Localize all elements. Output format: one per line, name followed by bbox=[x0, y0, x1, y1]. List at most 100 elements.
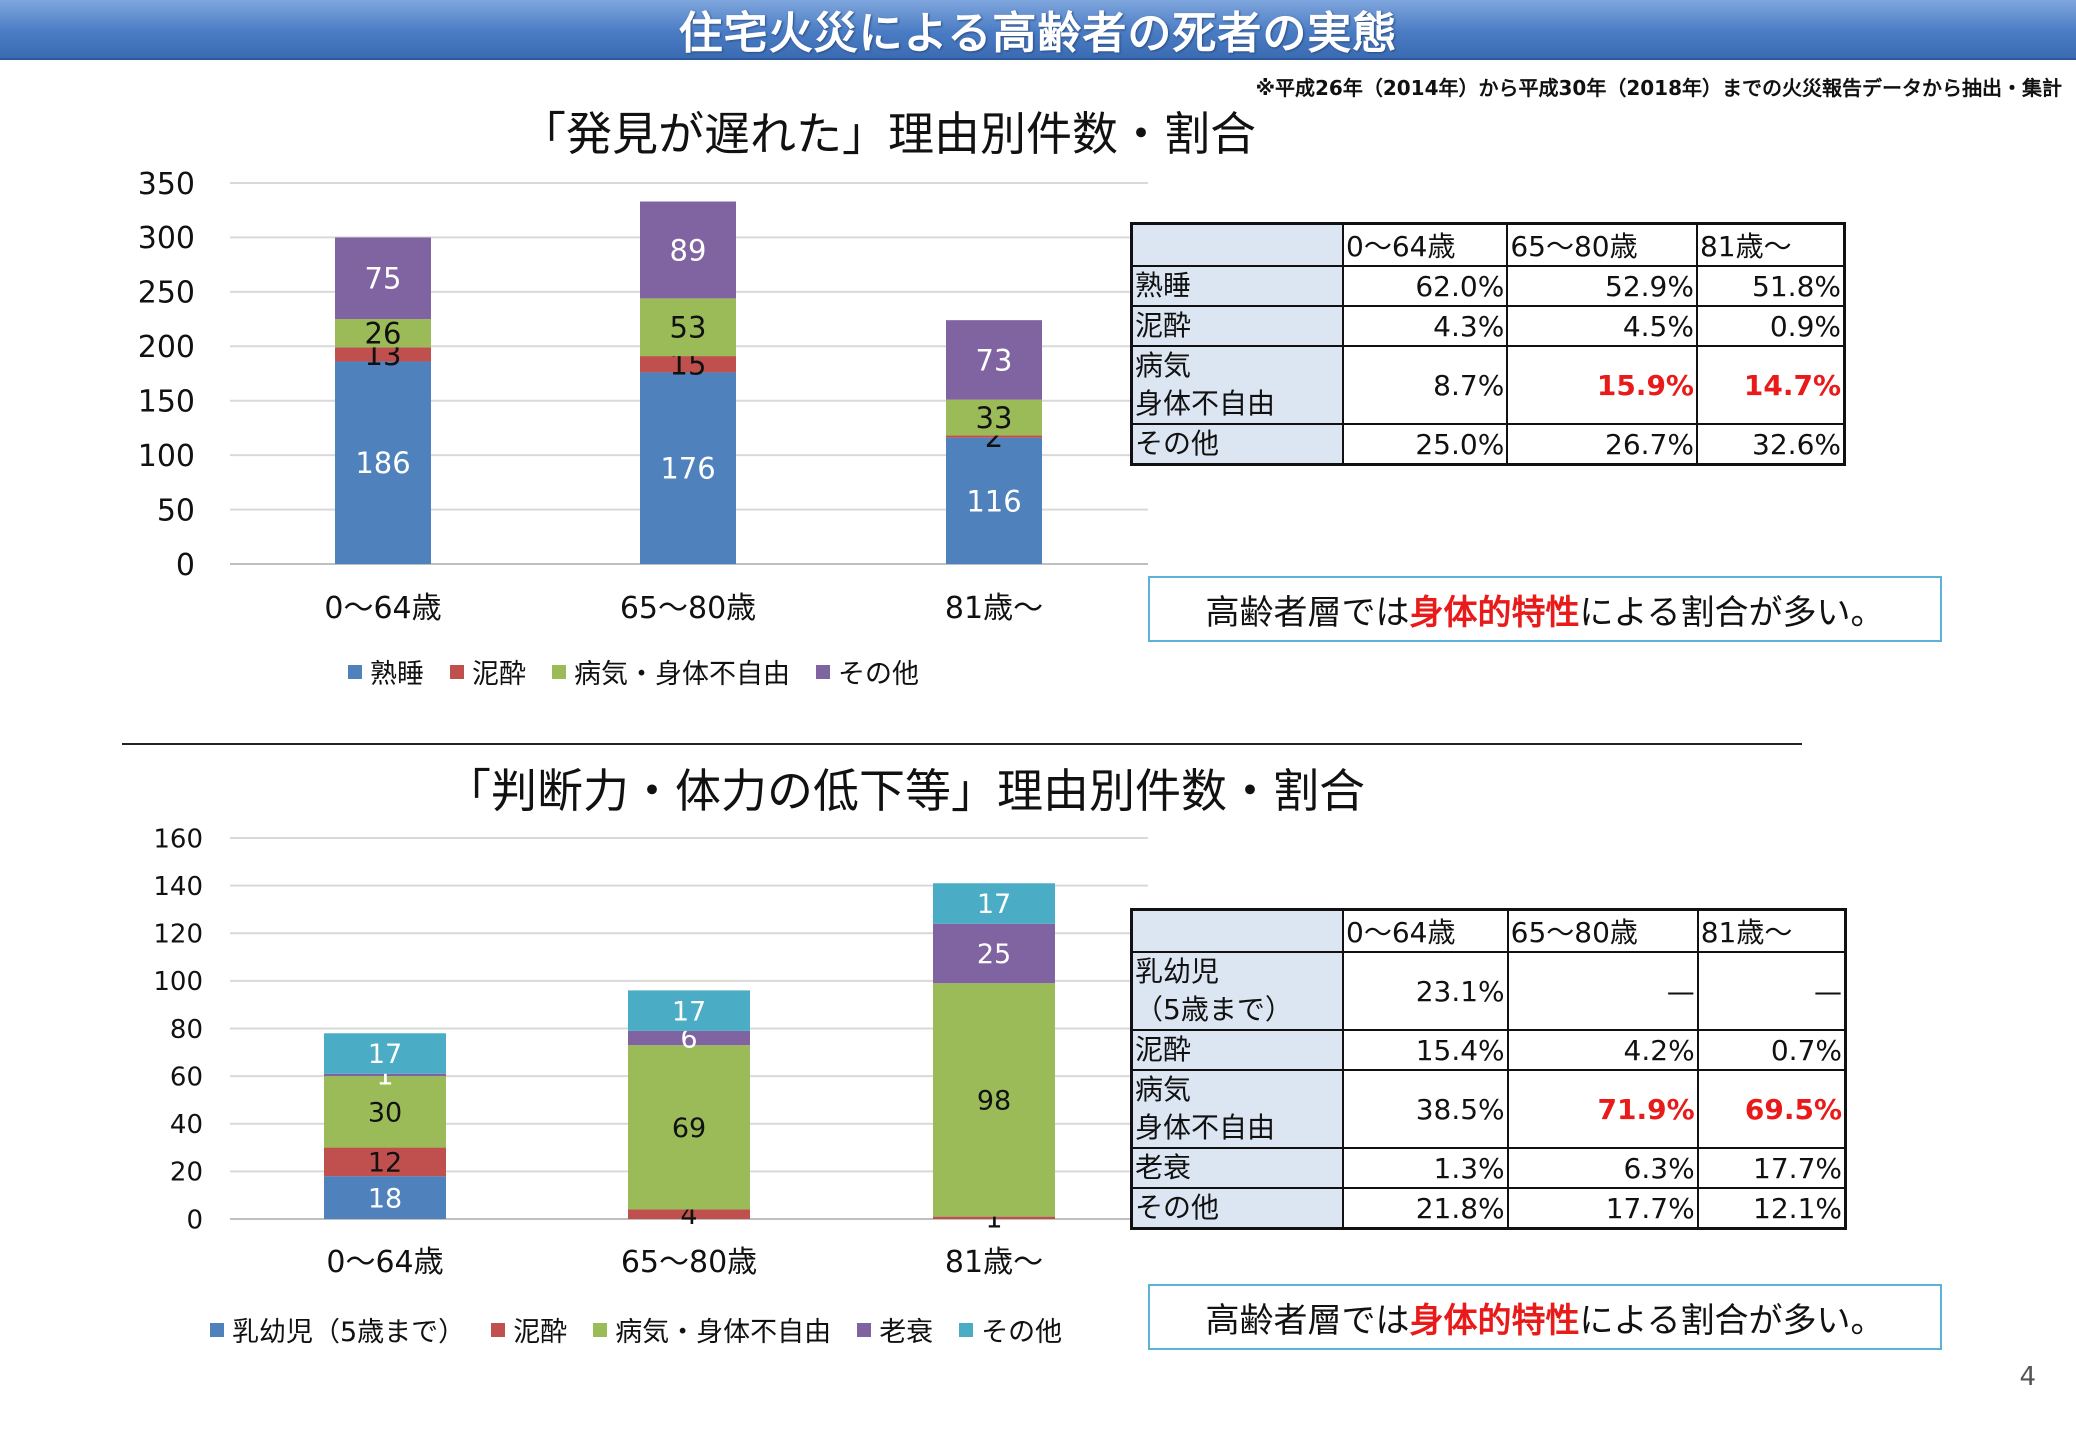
bar-segment bbox=[946, 399, 1042, 436]
legend-label: 熟睡 bbox=[370, 659, 424, 690]
bar-segment bbox=[324, 1147, 446, 1177]
bar-data-label: 12 bbox=[368, 1148, 402, 1179]
x-category-label: 0～64歳 bbox=[326, 1245, 443, 1280]
bar-segment bbox=[628, 1209, 750, 1219]
table-row: 病気 身体不自由 8.7% 15.9% 14.7% bbox=[1130, 345, 1846, 425]
table-row-label: 病気 身体不自由 bbox=[1130, 345, 1344, 425]
legend-item: 乳幼児（5歳まで） bbox=[210, 1310, 465, 1349]
bar-data-label: 33 bbox=[976, 401, 1013, 435]
callout-box-2: 高齢者層では 身体的特性 による割合が多い。 bbox=[1148, 1284, 1942, 1350]
y-tick-label: 100 bbox=[153, 967, 203, 997]
bar-data-label: 75 bbox=[365, 262, 402, 296]
table-cell: 26.7% bbox=[1506, 423, 1698, 466]
bar-data-label: 98 bbox=[977, 1086, 1011, 1117]
table-row: その他 25.0% 26.7% 32.6% bbox=[1130, 423, 1846, 466]
bar-segment bbox=[324, 1073, 446, 1077]
callout-suffix: による割合が多い。 bbox=[1579, 1300, 1885, 1341]
bar-data-label: 17 bbox=[368, 1039, 402, 1070]
legend-label: 病気・身体不自由 bbox=[615, 1317, 832, 1348]
table-cell: 12.1% bbox=[1696, 1187, 1847, 1230]
chart-1-title: 「発見が遅れた」理由別件数・割合 bbox=[520, 107, 1256, 161]
y-tick-label: 160 bbox=[153, 824, 203, 854]
table-column-header: 81歳～ bbox=[1695, 222, 1846, 267]
legend-swatch bbox=[348, 664, 362, 679]
legend-swatch bbox=[593, 1322, 608, 1337]
source-note: ※平成26年（2014年）から平成30年（2018年）までの火災報告データから抽… bbox=[1255, 76, 2062, 100]
chart-1-legend: 熟睡 泥酔 病気・身体不自由 その他 bbox=[348, 652, 919, 691]
bar-segment bbox=[946, 435, 1042, 438]
table-cell: 15.9% bbox=[1506, 345, 1698, 425]
bar-segment bbox=[933, 923, 1055, 984]
bar-segment bbox=[640, 356, 736, 373]
bar-segment bbox=[640, 372, 736, 564]
y-tick-label: 50 bbox=[157, 493, 195, 528]
bar-data-label: 30 bbox=[368, 1098, 402, 1129]
table-row-label: 病気 身体不自由 bbox=[1130, 1069, 1344, 1149]
bar-segment bbox=[628, 990, 750, 1031]
table-cell: — bbox=[1506, 951, 1699, 1031]
table-header-row: 0～64歳 65～80歳 81歳～ bbox=[1130, 222, 1846, 267]
table-cell: 25.0% bbox=[1341, 423, 1509, 466]
y-tick-label: 60 bbox=[170, 1062, 203, 1092]
table-cell: 0.9% bbox=[1695, 305, 1846, 347]
table-row: 泥酔 15.4% 4.2% 0.7% bbox=[1130, 1029, 1847, 1071]
table-cell: 4.5% bbox=[1506, 305, 1698, 347]
legend-swatch bbox=[491, 1322, 506, 1337]
table-cell: 15.4% bbox=[1342, 1029, 1509, 1071]
callout-highlight: 身体的特性 bbox=[1409, 1300, 1580, 1341]
bar-segment bbox=[933, 1216, 1055, 1219]
bar-data-label: 6 bbox=[680, 1024, 697, 1055]
callout-box-1: 高齢者層では 身体的特性 による割合が多い。 bbox=[1148, 576, 1942, 642]
table-column-header: 0～64歳 bbox=[1341, 222, 1509, 267]
table-cell: 71.9% bbox=[1506, 1069, 1699, 1149]
ratio-table-1: 0～64歳 65～80歳 81歳～ 熟睡 62.0% 52.9% 51.8% 泥酔 4.3% 4.… bbox=[1130, 222, 1846, 466]
bar-segment bbox=[933, 983, 1055, 1217]
bar-segment bbox=[946, 320, 1042, 400]
callout-suffix: による割合が多い。 bbox=[1579, 592, 1885, 633]
table-cell: 4.2% bbox=[1506, 1029, 1699, 1071]
x-category-label: 65～80歳 bbox=[621, 1245, 757, 1280]
x-category-label: 81歳～ bbox=[945, 591, 1043, 626]
bar-segment bbox=[335, 319, 431, 348]
legend-swatch bbox=[959, 1322, 974, 1337]
bar-segment bbox=[628, 1045, 750, 1210]
legend-item: その他 bbox=[816, 652, 919, 691]
legend-swatch bbox=[816, 664, 830, 679]
y-tick-label: 20 bbox=[170, 1158, 203, 1188]
bar-data-label: 176 bbox=[660, 452, 715, 486]
legend-item: 病気・身体不自由 bbox=[552, 652, 790, 691]
bar-segment bbox=[324, 1176, 446, 1219]
table-row-label: 泥酔 bbox=[1130, 1029, 1344, 1071]
y-tick-label: 120 bbox=[153, 920, 203, 950]
y-tick-label: 150 bbox=[138, 385, 195, 420]
y-tick-label: 0 bbox=[176, 548, 195, 583]
legend-swatch bbox=[450, 664, 464, 679]
table-cell: 8.7% bbox=[1341, 345, 1509, 425]
table-cell: 17.7% bbox=[1696, 1147, 1847, 1189]
legend-item: 病気・身体不自由 bbox=[593, 1310, 831, 1349]
bar-segment bbox=[640, 201, 736, 299]
legend-label: 乳幼児（5歳まで） bbox=[232, 1317, 466, 1348]
legend-label: 泥酔 bbox=[472, 659, 526, 690]
bar-segment bbox=[640, 298, 736, 357]
table-cell: 6.3% bbox=[1506, 1147, 1699, 1189]
bar-data-label: 89 bbox=[670, 233, 707, 267]
table-row: 熟睡 62.0% 52.9% 51.8% bbox=[1130, 265, 1846, 307]
chart-2-legend: 乳幼児（5歳まで） 泥酔 病気・身体不自由 老衰 その他 bbox=[210, 1310, 1062, 1349]
legend-item: その他 bbox=[959, 1310, 1062, 1349]
table-cell: 14.7% bbox=[1695, 345, 1846, 425]
table-column-header: 65～80歳 bbox=[1506, 908, 1699, 953]
bar-data-label: 116 bbox=[966, 484, 1021, 518]
table-row-label: 熟睡 bbox=[1130, 265, 1344, 307]
bar-data-label: 17 bbox=[977, 889, 1011, 920]
table-row: 老衰 1.3% 6.3% 17.7% bbox=[1130, 1147, 1847, 1189]
table-row: 乳幼児 （5歳まで） 23.1% — — bbox=[1130, 951, 1847, 1031]
page-number: 4 bbox=[2019, 1362, 2036, 1392]
legend-item: 熟睡 bbox=[348, 652, 424, 691]
callout-prefix: 高齢者層では bbox=[1205, 1300, 1410, 1341]
y-tick-label: 140 bbox=[153, 872, 203, 902]
legend-swatch bbox=[210, 1322, 224, 1337]
table-row-label: その他 bbox=[1130, 423, 1344, 466]
